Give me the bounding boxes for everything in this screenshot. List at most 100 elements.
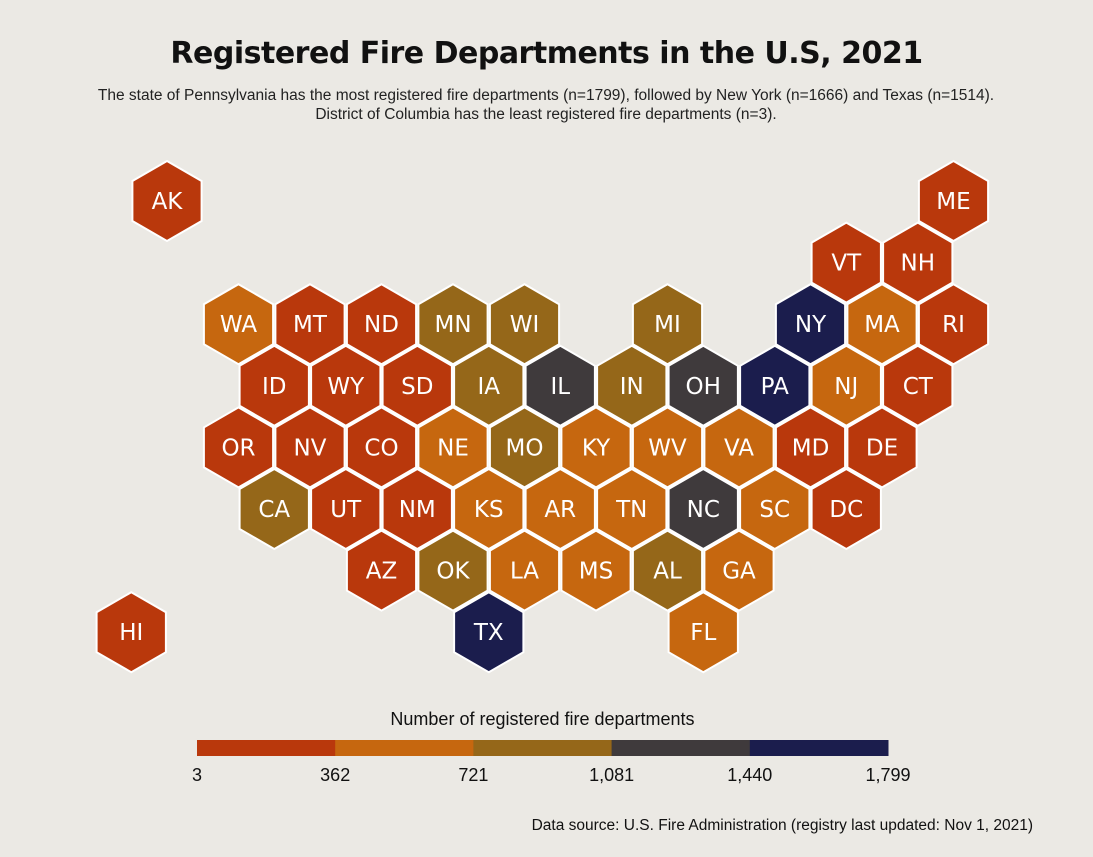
- state-hex-tx: TX: [453, 591, 525, 674]
- state-hex-vt: VT: [810, 221, 882, 304]
- state-label: RI: [942, 312, 965, 338]
- state-hex-ks: KS: [453, 467, 525, 551]
- legend-swatch-3: [611, 740, 751, 756]
- state-label: CA: [258, 497, 290, 523]
- state-label: MI: [654, 312, 681, 338]
- state-hex-in: IN: [596, 344, 668, 427]
- state-hex-mi: MI: [631, 283, 704, 366]
- state-label: MS: [579, 559, 613, 585]
- legend-swatch-0: [197, 740, 336, 756]
- state-label: MO: [506, 435, 544, 461]
- legend-swatch-4: [749, 740, 889, 756]
- state-hex-shape: [310, 467, 382, 551]
- state-hex-ar: AR: [524, 467, 596, 551]
- state-hex-shape: [453, 344, 525, 427]
- state-hex-shape: [596, 344, 668, 427]
- state-label: DC: [829, 497, 863, 523]
- state-label: NH: [901, 251, 936, 277]
- state-label: ME: [936, 189, 970, 215]
- state-hex-shape: [631, 529, 704, 612]
- state-hex-shape: [202, 283, 275, 366]
- state-hex-dc: DC: [810, 467, 882, 551]
- state-hex-ak: AK: [131, 159, 203, 243]
- state-label: VT: [831, 251, 862, 277]
- state-hex-ut: UT: [310, 467, 382, 551]
- state-hex-wy: WY: [310, 344, 382, 427]
- legend-break-label: 362: [320, 765, 350, 785]
- state-hex-shape: [345, 529, 418, 612]
- state-label: TN: [615, 497, 647, 523]
- state-hex-shape: [381, 467, 453, 551]
- state-hex-shape: [453, 467, 525, 551]
- state-hex-shape: [488, 529, 561, 612]
- state-label: OK: [436, 559, 470, 585]
- state-label: AL: [653, 559, 682, 585]
- state-label: OH: [686, 374, 721, 400]
- state-hex-shape: [631, 406, 704, 489]
- state-hex-mt: MT: [274, 283, 346, 366]
- state-label: MT: [293, 312, 328, 338]
- state-hex-nh: NH: [882, 221, 954, 304]
- state-label: HI: [119, 620, 143, 646]
- state-hex-va: VA: [703, 406, 775, 489]
- state-hex-shape: [488, 283, 561, 366]
- state-label: CO: [364, 435, 398, 461]
- state-label: PA: [761, 374, 789, 400]
- state-hex-shape: [739, 467, 811, 551]
- state-hex-shape: [417, 529, 489, 612]
- state-label: OR: [221, 435, 255, 461]
- state-hex-shape: [524, 467, 596, 551]
- state-hex-shape: [631, 283, 704, 366]
- state-label: NM: [399, 497, 436, 523]
- state-hex-ne: NE: [417, 406, 489, 489]
- state-hex-ma: MA: [846, 283, 918, 366]
- state-label: ND: [364, 312, 399, 338]
- state-hex-shape: [774, 406, 847, 489]
- state-hex-nd: ND: [345, 283, 418, 366]
- state-hex-id: ID: [238, 344, 310, 427]
- state-label: LA: [510, 559, 539, 585]
- state-hex-nm: NM: [381, 467, 453, 551]
- state-label: NV: [294, 435, 327, 461]
- state-label: NJ: [834, 374, 858, 400]
- state-hex-shape: [917, 283, 990, 366]
- state-hex-tn: TN: [596, 467, 668, 551]
- state-hex-shape: [667, 591, 739, 674]
- state-hex-sc: SC: [739, 467, 811, 551]
- state-hex-hi: HI: [95, 591, 167, 674]
- state-hex-shape: [274, 283, 346, 366]
- state-hex-shape: [95, 591, 167, 674]
- state-label: IL: [550, 374, 570, 400]
- state-label: NE: [437, 435, 469, 461]
- state-hex-mo: MO: [488, 406, 561, 489]
- legend-break-label: 721: [458, 765, 488, 785]
- legend-swatch-2: [473, 740, 613, 756]
- state-hex-shape: [453, 591, 525, 674]
- state-hex-nv: NV: [274, 406, 346, 489]
- state-hex-shape: [524, 344, 596, 427]
- state-hex-shape: [667, 344, 739, 427]
- state-hex-sd: SD: [381, 344, 453, 427]
- legend-break-label: 1,440: [727, 765, 772, 785]
- state-label: VA: [724, 435, 754, 461]
- state-hex-shape: [238, 467, 310, 551]
- state-label: ID: [262, 374, 287, 400]
- state-hex-shape: [667, 467, 739, 551]
- state-label: SD: [401, 374, 433, 400]
- state-label: UT: [330, 497, 362, 523]
- state-hex-ok: OK: [417, 529, 489, 612]
- state-label: DE: [866, 435, 898, 461]
- state-label: AR: [544, 497, 576, 523]
- state-hex-shape: [488, 406, 561, 489]
- state-hex-ia: IA: [453, 344, 525, 427]
- state-hex-shape: [703, 406, 775, 489]
- state-hex-shape: [131, 159, 203, 243]
- state-hex-de: DE: [846, 406, 918, 489]
- legend-swatch-1: [335, 740, 474, 756]
- state-hex-shape: [274, 406, 346, 489]
- state-hex-shape: [846, 406, 918, 489]
- state-hex-shape: [560, 529, 632, 612]
- state-hex-shape: [739, 344, 811, 427]
- state-hex-il: IL: [524, 344, 596, 427]
